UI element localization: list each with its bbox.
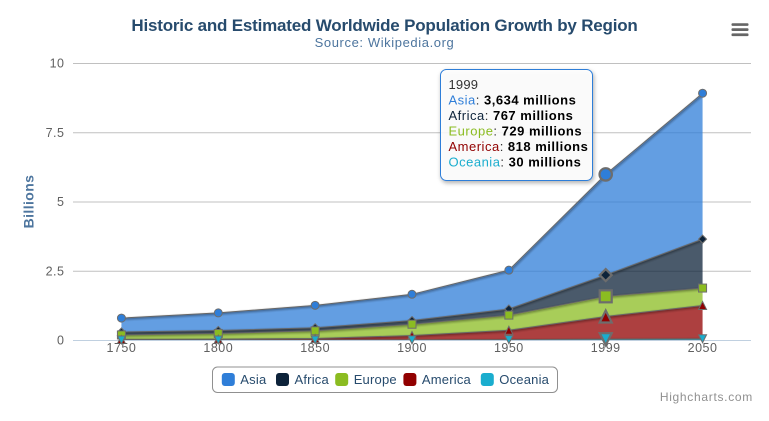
svg-text:Historic and Estimated Worldwi: Historic and Estimated Worldwide Populat… <box>131 16 637 35</box>
svg-text:1800: 1800 <box>203 341 233 355</box>
svg-text:Oceania: Oceania <box>499 372 549 387</box>
svg-text:5: 5 <box>57 195 64 209</box>
svg-text:2.5: 2.5 <box>46 264 65 278</box>
svg-text:Asia: Asia <box>240 372 267 387</box>
svg-text:1750: 1750 <box>107 341 137 355</box>
svg-text:1850: 1850 <box>300 341 330 355</box>
svg-text:America: America <box>422 372 472 387</box>
svg-text:America: 818 millions: America: 818 millions <box>449 139 589 154</box>
svg-text:Europe: Europe <box>354 372 397 387</box>
svg-text:Europe: 729 millions: Europe: 729 millions <box>449 124 583 139</box>
svg-text:Africa: Africa <box>295 372 330 387</box>
svg-text:Billions: Billions <box>21 175 37 229</box>
svg-text:7.5: 7.5 <box>46 126 65 140</box>
svg-text:1999: 1999 <box>591 341 621 355</box>
svg-text:Asia: 3,634 millions: Asia: 3,634 millions <box>449 93 577 108</box>
svg-text:1900: 1900 <box>397 341 427 355</box>
svg-text:1950: 1950 <box>494 341 524 355</box>
svg-text:Africa: 767 millions: Africa: 767 millions <box>449 108 574 123</box>
svg-text:10: 10 <box>50 57 65 71</box>
svg-text:Highcharts.com: Highcharts.com <box>660 390 753 404</box>
svg-text:1999: 1999 <box>449 77 479 92</box>
svg-text:2050: 2050 <box>688 341 718 355</box>
svg-text:Source: Wikipedia.org: Source: Wikipedia.org <box>315 35 455 50</box>
svg-text:0: 0 <box>57 334 64 348</box>
svg-text:Oceania: 30 millions: Oceania: 30 millions <box>449 155 582 170</box>
